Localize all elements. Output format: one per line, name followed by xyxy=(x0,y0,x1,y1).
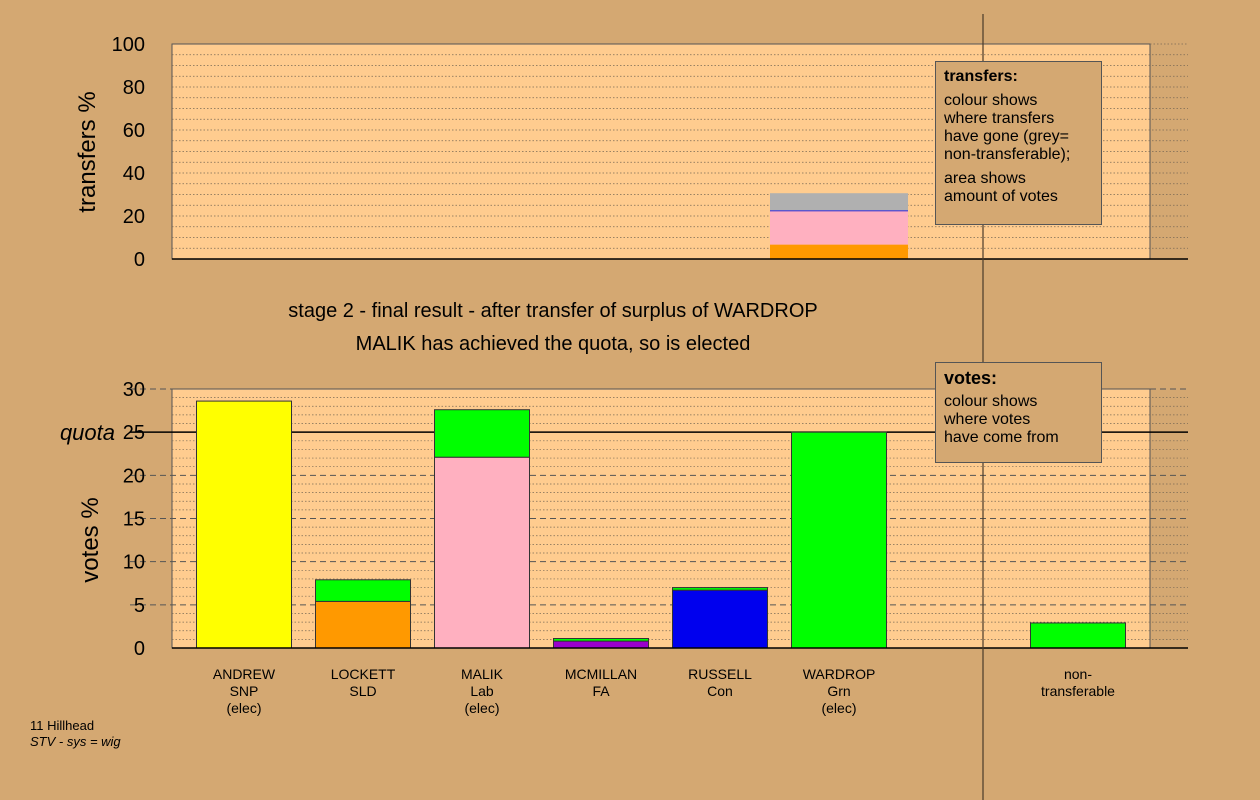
transfers-y-tick-label: 20 xyxy=(123,206,145,228)
vote-segment xyxy=(672,589,768,649)
footnote: 11 Hillhead STV - sys = wig xyxy=(30,718,121,750)
candidate-label: MCMILLAN xyxy=(565,666,637,682)
transfers-y-axis-label: transfers % xyxy=(74,91,101,212)
transfers-y-tick-label: 60 xyxy=(123,120,145,142)
candidate-label: SLD xyxy=(349,683,376,699)
votes-y-axis-label: votes % xyxy=(77,497,104,582)
footnote-system: STV - sys = wig xyxy=(30,734,121,749)
transfer-segment xyxy=(770,211,908,245)
candidate-label: (elec) xyxy=(226,700,261,716)
transfers-y-tick-label: 80 xyxy=(123,77,145,99)
transfers-legend-line: have gone (grey= xyxy=(944,128,1069,145)
stage-result: MALIK has achieved the quota, so is elec… xyxy=(356,333,751,355)
candidate-label: non- xyxy=(1064,666,1092,682)
vote-segment xyxy=(315,600,411,649)
candidate-label: LOCKETT xyxy=(331,666,396,682)
votes-y-tick-label: 30 xyxy=(123,379,145,401)
transfer-segment xyxy=(770,193,908,211)
votes-y-tick-label: 20 xyxy=(123,465,145,487)
candidate-label: Grn xyxy=(827,683,850,699)
candidate-label: transferable xyxy=(1041,683,1115,699)
vote-segment xyxy=(315,579,411,602)
vote-segment xyxy=(434,456,530,649)
candidate-label: MALIK xyxy=(461,666,504,682)
votes-legend: votes: colour shows where votes have com… xyxy=(935,362,1102,463)
vote-segment xyxy=(434,409,530,458)
candidate-label: ANDREW xyxy=(213,666,276,682)
vote-segment xyxy=(791,431,887,649)
quota-label: quota xyxy=(60,420,115,445)
vote-segment xyxy=(553,638,649,642)
vote-segment xyxy=(1030,622,1126,649)
transfers-legend-line: amount of votes xyxy=(944,188,1058,205)
vote-segment xyxy=(553,640,649,649)
candidate-label: Lab xyxy=(470,683,494,699)
transfers-legend: transfers: colour shows where transfers … xyxy=(935,61,1102,225)
transfer-segment xyxy=(770,244,908,259)
transfers-legend-line: non-transferable); xyxy=(944,146,1071,163)
votes-legend-line: where votes xyxy=(944,411,1031,428)
transfers-legend-line: area shows xyxy=(944,170,1026,187)
candidate-label: FA xyxy=(592,683,610,699)
vote-segment xyxy=(196,400,292,649)
transfers-y-tick-label: 0 xyxy=(134,249,145,271)
vote-segment xyxy=(672,587,768,591)
candidate-label: (elec) xyxy=(821,700,856,716)
transfers-y-tick-label: 100 xyxy=(112,34,145,56)
candidate-label: (elec) xyxy=(464,700,499,716)
candidate-label: SNP xyxy=(230,683,259,699)
votes-legend-line: have come from xyxy=(944,429,1059,446)
transfers-legend-line: where transfers xyxy=(944,110,1055,127)
transfers-legend-title: transfers: xyxy=(944,68,1018,85)
candidate-label: RUSSELL xyxy=(688,666,752,682)
transfers-legend-line: colour shows xyxy=(944,92,1038,109)
votes-y-tick-label: 15 xyxy=(123,509,145,531)
transfer-segment xyxy=(770,210,908,212)
votes-y-tick-label: 10 xyxy=(123,552,145,574)
votes-legend-title: votes: xyxy=(944,368,998,388)
transfers-y-tick-label: 40 xyxy=(123,163,145,185)
votes-y-tick-label: 5 xyxy=(134,595,145,617)
votes-y-tick-label: 0 xyxy=(134,638,145,660)
votes-y-tick-label: 25 xyxy=(123,422,145,444)
footnote-constituency: 11 Hillhead xyxy=(30,718,95,733)
candidate-label: WARDROP xyxy=(803,666,876,682)
votes-legend-line: colour shows xyxy=(944,393,1038,410)
stage-description: stage 2 - final result - after transfer … xyxy=(288,300,817,322)
candidate-label: Con xyxy=(707,683,733,699)
